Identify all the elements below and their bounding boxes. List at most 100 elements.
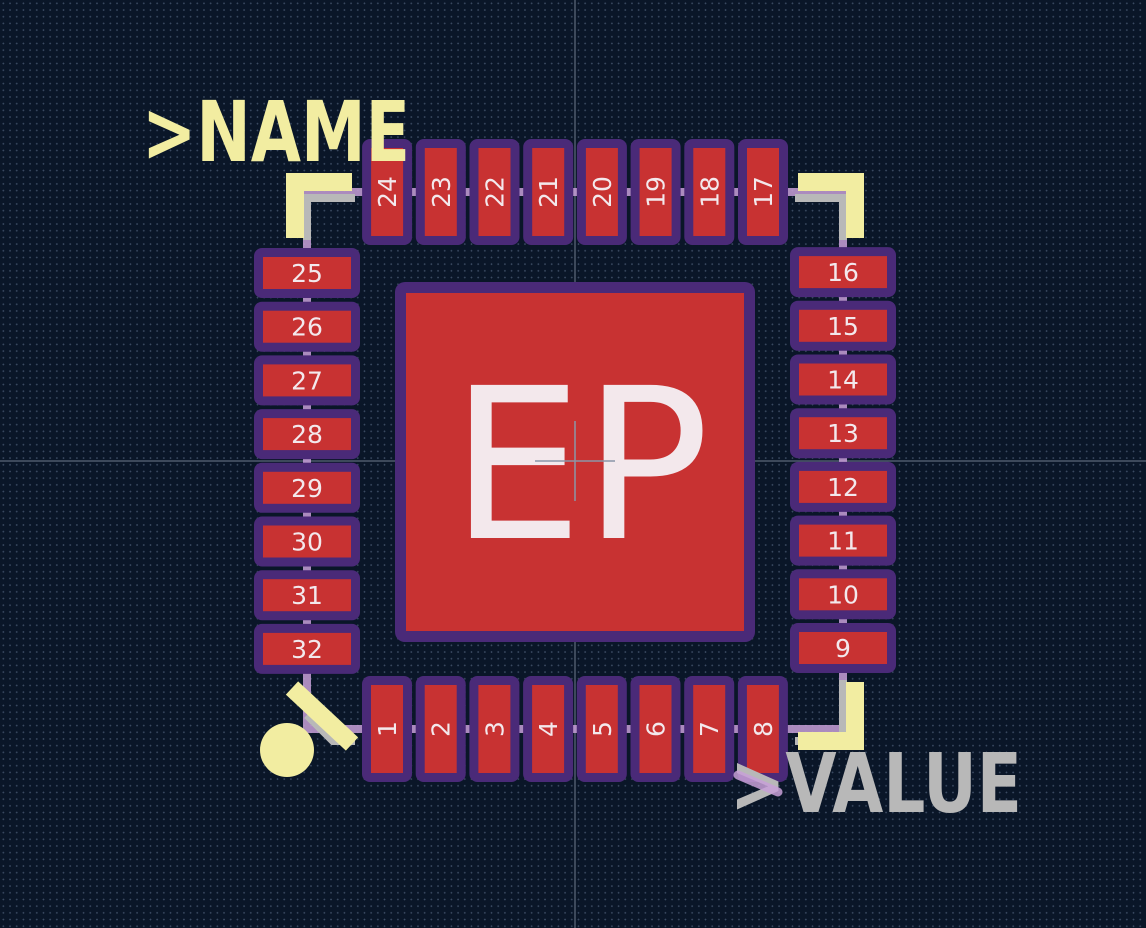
pad-copper [585,148,618,236]
pad-copper [799,524,887,557]
pad-copper [263,364,351,397]
pad-21[interactable]: 21 [523,139,574,245]
pad-copper [263,257,351,289]
pad-18[interactable]: 18 [684,139,735,245]
pad-copper [263,579,351,612]
pad-copper [424,685,457,773]
exposed-pad[interactable]: EP [395,282,755,642]
pad-number: 6 [642,721,671,737]
pad-copper [371,148,404,236]
pad-copper [799,256,887,289]
pad-number: 2 [427,721,456,737]
silkscreen-corner-top-left [286,173,352,238]
pad-number: 9 [835,634,851,663]
origin-cross-icon [535,421,615,501]
silkscreen-corner-bottom-right [798,682,864,750]
pad-27[interactable]: 27 [254,355,360,406]
pad-3[interactable]: 3 [469,676,520,782]
exposed-pad-label: EP [450,343,709,588]
pad-copper [746,685,779,773]
pad-copper [693,685,726,773]
pad-1[interactable]: 1 [362,676,412,782]
pad-copper [263,632,351,665]
pad-6[interactable]: 6 [630,676,681,782]
pad-24[interactable]: 24 [362,139,413,245]
pad-29[interactable]: 29 [254,462,360,513]
pad-28[interactable]: 28 [254,409,360,460]
pad-4[interactable]: 4 [523,676,574,782]
pad-5[interactable]: 5 [576,676,627,782]
pad-32[interactable]: 32 [254,623,360,674]
pad-13[interactable]: 13 [790,408,896,459]
pad-number: 21 [534,176,563,208]
pad-26[interactable]: 26 [254,301,360,352]
pad-copper [371,685,403,773]
pad-number: 32 [291,635,323,664]
pad-20[interactable]: 20 [576,139,627,245]
pad-copper [639,148,672,236]
pad-copper [263,310,351,343]
pad-number: 12 [827,473,859,502]
pad-15[interactable]: 15 [790,300,896,351]
pad-copper [478,685,511,773]
pad-number: 27 [291,366,323,395]
pad-number: 17 [749,176,778,208]
pad-number: 11 [827,527,859,556]
pad-2[interactable]: 2 [415,676,466,782]
pad-copper [799,309,887,342]
pad-number: 24 [373,176,402,208]
pad-copper [799,417,887,450]
pad-number: 25 [291,259,323,288]
pad-31[interactable]: 31 [254,570,360,621]
silkscreen-pin1-bevel [285,681,359,751]
pad-number: 13 [827,419,859,448]
pad-number: 14 [827,366,859,395]
pad-number: 22 [481,176,510,208]
pad-number: 1 [373,721,402,737]
pad-number: 29 [291,474,323,503]
pad-22[interactable]: 22 [469,139,520,245]
pad-number: 20 [588,176,617,208]
pad-copper [263,525,351,558]
pad-copper [585,685,618,773]
pad-copper [532,148,565,236]
courtyard-outline [303,188,847,733]
pad-number: 10 [827,580,859,609]
pad-number: 19 [642,176,671,208]
pad-number: 3 [480,721,509,737]
pad-14[interactable]: 14 [790,354,896,405]
pad-number: 31 [291,581,323,610]
pin1-marker-dot [260,723,314,777]
pad-number: 26 [291,313,323,342]
pad-copper [263,418,351,451]
pad-copper [747,148,779,236]
pads-right-row: 9 10 11 12 13 14 15 16 [790,247,896,673]
pad-copper [799,578,887,611]
pad-8[interactable]: 8 [737,676,788,782]
pad-number: 16 [827,258,859,287]
reference-name-text[interactable]: >NAME [142,83,410,181]
pad-30[interactable]: 30 [254,516,360,567]
pads-bottom-row: 1 2 3 4 5 6 7 8 [362,676,788,782]
pad-number: 15 [827,312,859,341]
pad-number: 30 [291,528,323,557]
pad-25[interactable]: 25 [254,248,360,298]
pad-17[interactable]: 17 [738,139,788,245]
pad-copper [799,470,887,503]
silkscreen-corner-top-right [798,173,864,238]
pad-number: 4 [534,721,563,737]
pad-23[interactable]: 23 [415,139,466,245]
pad-copper [799,363,887,396]
pad-number: 23 [427,176,456,208]
pad-7[interactable]: 7 [684,676,735,782]
pad-11[interactable]: 11 [790,515,896,566]
value-text-courtyard-stroke [733,770,783,797]
pad-10[interactable]: 10 [790,569,896,620]
pad-9[interactable]: 9 [790,623,896,673]
pad-16[interactable]: 16 [790,247,896,298]
pad-12[interactable]: 12 [790,461,896,512]
pads-top-row: 17 18 19 20 21 22 23 24 [362,139,788,245]
value-text[interactable]: >VALUE [730,737,1022,832]
pad-19[interactable]: 19 [630,139,681,245]
